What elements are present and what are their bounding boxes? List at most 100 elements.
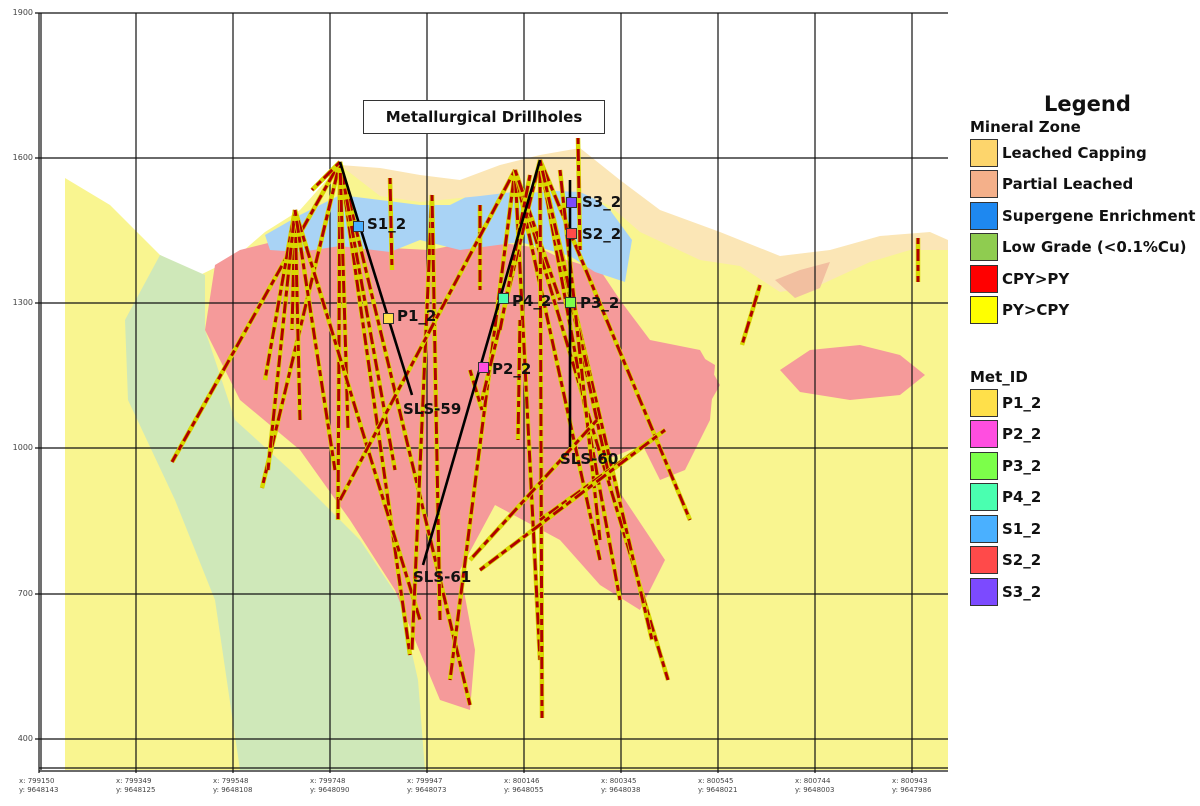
legend-swatch — [970, 546, 998, 575]
legend-label: S3_2 — [1002, 582, 1042, 601]
x-tick-label: x: 799150 y: 9648143 — [19, 777, 59, 794]
drillhole-trace — [468, 369, 484, 411]
y-tick-label: 700 — [17, 589, 33, 598]
label-sls-60: SLS-60 — [560, 450, 619, 468]
drillhole-trace — [430, 194, 442, 621]
drillhole-trace — [338, 161, 397, 471]
legend-label: CPY>PY — [1002, 269, 1070, 288]
marker-s3-2[interactable] — [566, 197, 577, 208]
drillhole-trace — [388, 177, 394, 271]
label-s2-2: S2_2 — [582, 225, 622, 243]
legend-swatch — [970, 483, 998, 512]
drillhole-trace — [310, 160, 342, 192]
legend-item: S3_2 — [970, 576, 1200, 608]
x-tick-label: x: 800943 y: 9647986 — [892, 777, 932, 794]
legend-swatch — [970, 451, 998, 480]
legend-swatch — [970, 201, 998, 230]
legend-item: Supergene Enrichment — [970, 200, 1200, 232]
legend-item: Partial Leached — [970, 169, 1200, 201]
drillhole-trace — [293, 209, 302, 421]
label-p2-2: P2_2 — [492, 360, 532, 378]
zone-leached-capping — [340, 148, 948, 292]
drillhole-trace — [170, 161, 342, 463]
drillhole-trace — [338, 161, 472, 706]
legend: Legend Mineral Zone Leached Capping Parti… — [970, 92, 1200, 608]
legend-met-id-title: Met_ID — [970, 368, 1028, 386]
drillhole-trace — [468, 418, 599, 562]
legend-swatch — [970, 420, 998, 449]
y-tick-label: 1000 — [12, 443, 33, 452]
legend-item: Low Grade (<0.1%Cu) — [970, 232, 1200, 264]
drillhole-trace — [538, 159, 544, 719]
marker-p1-2[interactable] — [383, 313, 394, 324]
drillhole-trace — [479, 428, 666, 572]
label-p1-2: P1_2 — [397, 307, 437, 325]
zone-cpy-gt-py — [205, 240, 720, 710]
drillhole-trace — [338, 161, 412, 656]
legend-swatch — [970, 138, 998, 167]
legend-swatch — [970, 388, 998, 417]
legend-item: P3_2 — [970, 450, 1200, 482]
drillhole-trace — [516, 319, 522, 441]
legend-swatch — [970, 296, 998, 325]
legend-item: PY>CPY — [970, 295, 1200, 327]
marker-p2-2[interactable] — [478, 362, 489, 373]
marker-p4-2[interactable] — [498, 293, 509, 304]
drillhole-trace — [538, 159, 592, 381]
legend-swatch — [970, 233, 998, 262]
legend-label: S1_2 — [1002, 519, 1042, 538]
legend-item: P2_2 — [970, 419, 1200, 451]
legend-title: Legend — [1044, 92, 1131, 116]
legend-label: Leached Capping — [1002, 143, 1147, 162]
x-tick-label: x: 800545 y: 9648021 — [698, 777, 738, 794]
legend-label: P3_2 — [1002, 456, 1042, 475]
label-s1-2: S1_2 — [367, 215, 407, 233]
drillhole-trace — [338, 169, 517, 501]
drillhole-trace — [266, 209, 297, 471]
legend-label: P4_2 — [1002, 488, 1042, 507]
legend-mineral-zone-title: Mineral Zone — [970, 118, 1081, 136]
x-tick-label: x: 799548 y: 9648108 — [213, 777, 253, 794]
marker-s2-2[interactable] — [566, 228, 577, 239]
legend-label: Partial Leached — [1002, 175, 1134, 194]
legend-swatch — [970, 514, 998, 543]
label-sls-61: SLS-61 — [413, 568, 472, 586]
plot-title: Metallurgical Drillholes — [363, 100, 605, 134]
legend-label: P1_2 — [1002, 393, 1042, 412]
x-tick-label: x: 800146 y: 9648055 — [504, 777, 544, 794]
drillhole-trace — [293, 209, 422, 621]
y-tick-label: 1900 — [12, 8, 33, 17]
y-tick-label: 1300 — [12, 298, 33, 307]
y-tick-label: 400 — [17, 734, 33, 743]
legend-item: P4_2 — [970, 482, 1200, 514]
legend-label: Supergene Enrichment — [1002, 206, 1196, 225]
label-s3-2: S3_2 — [582, 193, 622, 211]
drillhole-trace — [513, 169, 602, 561]
drillhole-trace — [740, 284, 762, 346]
drillhole-trace — [410, 194, 434, 651]
legend-item: P1_2 — [970, 387, 1200, 419]
drillhole-trace — [513, 169, 562, 301]
drillhole-trace — [497, 174, 533, 331]
x-tick-label: x: 799947 y: 9648073 — [407, 777, 447, 794]
x-tick-label: x: 799349 y: 9648125 — [116, 777, 156, 794]
drillhole-sls-59[interactable] — [338, 161, 414, 396]
x-tick-label: x: 800744 y: 9648003 — [795, 777, 835, 794]
legend-label: P2_2 — [1002, 425, 1042, 444]
legend-label: PY>CPY — [1002, 301, 1070, 320]
cross-section-plot — [35, 12, 948, 773]
marker-s1-2[interactable] — [353, 221, 364, 232]
y-tick-label: 1600 — [12, 153, 33, 162]
zone-low-grade — [125, 255, 425, 770]
marker-p3-2[interactable] — [565, 297, 576, 308]
zone-cpy-gt-py-east — [780, 345, 925, 400]
drillhole-trace — [448, 169, 517, 681]
x-tick-label: x: 799748 y: 9648090 — [310, 777, 350, 794]
drillhole-trace — [338, 161, 350, 431]
drillhole-trace — [538, 159, 622, 601]
legend-item: CPY>PY — [970, 263, 1200, 295]
zone-partial-leached — [775, 262, 830, 298]
drillhole-trace — [293, 209, 337, 471]
legend-item: S2_2 — [970, 545, 1200, 577]
legend-swatch — [970, 264, 998, 293]
